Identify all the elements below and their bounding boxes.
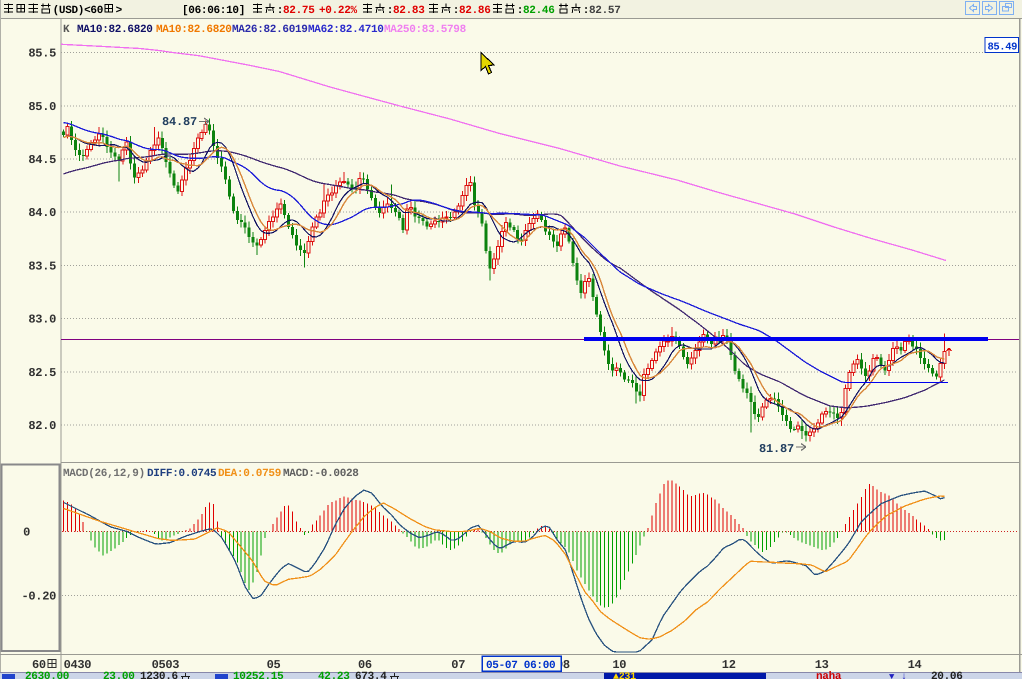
svg-text:K: K <box>63 24 70 36</box>
svg-text:82.57: 82.57 <box>589 5 621 17</box>
svg-text:14: 14 <box>908 658 922 672</box>
svg-text:82.83: 82.83 <box>393 5 425 17</box>
svg-text:0503: 0503 <box>152 658 180 672</box>
svg-text:DEA:0.0759: DEA:0.0759 <box>218 468 281 480</box>
svg-text:↓: ↓ <box>901 672 907 679</box>
svg-text::: : <box>453 5 459 17</box>
svg-text:673.4: 673.4 <box>355 671 387 679</box>
svg-text:MA10:82.6820: MA10:82.6820 <box>156 24 232 36</box>
svg-text:[06:06:10]: [06:06:10] <box>182 5 245 17</box>
svg-text:(USD): (USD) <box>53 5 85 17</box>
svg-text:85.0: 85.0 <box>28 100 56 114</box>
svg-text:82.0: 82.0 <box>28 419 56 433</box>
svg-text:82.46: 82.46 <box>523 5 555 17</box>
svg-text:>: > <box>116 5 123 17</box>
svg-text:81.87: 81.87 <box>759 442 794 456</box>
svg-text:06: 06 <box>358 658 372 672</box>
svg-text:▲231: ▲231 <box>613 672 636 679</box>
svg-text:<60: <60 <box>84 5 103 17</box>
svg-text::: : <box>277 5 283 17</box>
svg-text:MA10:82.6820: MA10:82.6820 <box>77 24 153 36</box>
svg-text:85.49: 85.49 <box>988 42 1018 54</box>
svg-text:10: 10 <box>612 658 626 672</box>
svg-text:42.23: 42.23 <box>318 671 350 679</box>
svg-text::: : <box>583 5 589 17</box>
svg-text:10252.15: 10252.15 <box>233 671 284 679</box>
svg-text:+0.22%: +0.22% <box>319 5 358 17</box>
svg-text:▼: ▼ <box>889 672 895 679</box>
svg-text:05-07 06:00: 05-07 06:00 <box>486 660 555 672</box>
svg-text:05: 05 <box>267 658 281 672</box>
svg-text:MACD(26,12,9): MACD(26,12,9) <box>63 468 145 480</box>
svg-text:0430: 0430 <box>64 658 92 672</box>
svg-text::: : <box>387 5 393 17</box>
svg-text:60: 60 <box>32 658 46 672</box>
svg-text:84.87: 84.87 <box>162 115 197 129</box>
svg-text:0: 0 <box>23 526 30 540</box>
svg-text:23.00: 23.00 <box>103 671 135 679</box>
svg-text::: : <box>517 5 523 17</box>
svg-text:DIFF:0.0745: DIFF:0.0745 <box>147 468 217 480</box>
svg-text:20.06: 20.06 <box>931 671 963 679</box>
svg-text:84.0: 84.0 <box>28 206 56 220</box>
svg-text:13: 13 <box>815 658 829 672</box>
svg-text:12: 12 <box>722 658 736 672</box>
svg-text:82.86: 82.86 <box>459 5 491 17</box>
svg-text:82.75: 82.75 <box>283 5 315 17</box>
svg-text:-0.20: -0.20 <box>21 589 56 603</box>
svg-text:MACD:-0.0028: MACD:-0.0028 <box>283 468 359 480</box>
svg-text:MA250:83.5798: MA250:83.5798 <box>384 24 467 36</box>
svg-text:82.5: 82.5 <box>28 366 56 380</box>
svg-text:85.5: 85.5 <box>28 47 56 61</box>
svg-text:07: 07 <box>451 658 465 672</box>
svg-text:MA62:82.4710: MA62:82.4710 <box>308 24 384 36</box>
svg-text:83.0: 83.0 <box>28 313 56 327</box>
svg-text:MA26:82.6019: MA26:82.6019 <box>232 24 308 36</box>
svg-text:1230.6: 1230.6 <box>140 671 178 679</box>
svg-text:2630.00: 2630.00 <box>25 671 69 679</box>
svg-text:naha: naha <box>816 671 842 679</box>
svg-text:83.5: 83.5 <box>28 259 56 273</box>
svg-text:84.5: 84.5 <box>28 153 56 167</box>
